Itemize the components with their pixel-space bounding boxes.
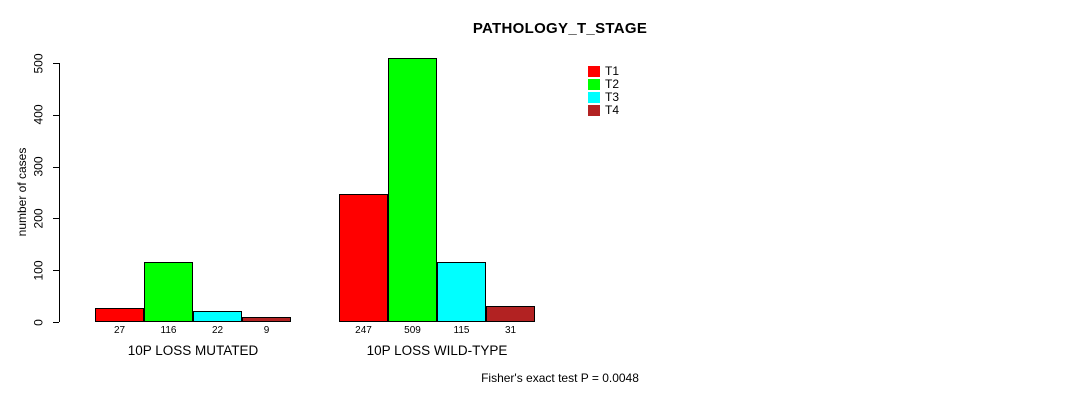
- y-axis-line: [59, 63, 60, 322]
- legend-item-t4: T4: [588, 104, 619, 117]
- bar-t3-group1: [193, 311, 242, 322]
- bar-value-label: 115: [453, 325, 470, 336]
- legend-label: T1: [605, 64, 620, 78]
- bar-value-label: 247: [355, 325, 372, 336]
- bar-t2-group2: [388, 58, 437, 322]
- legend-label: T2: [605, 77, 620, 91]
- legend-swatch-t3: [588, 92, 600, 103]
- legend: T1 T2 T3 T4: [588, 65, 619, 117]
- bar-value-label: 9: [263, 325, 270, 336]
- group-label: 10P LOSS WILD-TYPE: [366, 343, 508, 358]
- fisher-test-annotation: Fisher's exact test P = 0.0048: [481, 371, 639, 385]
- bar-t1-group1: [95, 308, 144, 322]
- bar-t1-group2: [339, 194, 388, 322]
- legend-item-t2: T2: [588, 78, 619, 91]
- bar-value-label: 27: [113, 325, 126, 336]
- y-axis-tick-label: 400: [31, 104, 46, 125]
- y-axis-tick: [53, 166, 59, 168]
- bar-value-label: 22: [211, 325, 224, 336]
- y-axis-tick: [53, 63, 59, 64]
- chart-title: PATHOLOGY_T_STAGE: [472, 20, 648, 37]
- legend-swatch-t1: [588, 66, 600, 77]
- y-axis-tick-label: 500: [31, 52, 46, 74]
- y-axis-tick: [53, 270, 59, 272]
- bar-value-label: 31: [504, 325, 517, 336]
- bar-t3-group2: [437, 262, 486, 322]
- y-axis-tick-label: 100: [31, 260, 46, 281]
- bar-value-label: 509: [404, 325, 421, 336]
- y-axis-tick-label: 0: [31, 318, 46, 326]
- y-axis-tick: [53, 218, 59, 220]
- y-axis-tick: [53, 114, 59, 116]
- legend-label: T3: [605, 90, 620, 104]
- legend-swatch-t4: [588, 105, 600, 116]
- bar-t2-group1: [144, 262, 193, 322]
- y-axis-tick: [53, 322, 59, 323]
- legend-swatch-t2: [588, 79, 600, 90]
- bar-t4-group2: [486, 306, 535, 322]
- legend-item-t3: T3: [588, 91, 619, 104]
- y-axis-tick-label: 200: [31, 208, 46, 229]
- bar-t4-group1: [242, 317, 291, 322]
- y-axis-tick-label: 300: [31, 156, 46, 177]
- y-axis-label: number of cases: [15, 147, 29, 237]
- legend-label: T4: [605, 103, 620, 117]
- bar-value-label: 116: [160, 325, 177, 336]
- legend-item-t1: T1: [588, 65, 619, 78]
- group-label: 10P LOSS MUTATED: [127, 343, 259, 358]
